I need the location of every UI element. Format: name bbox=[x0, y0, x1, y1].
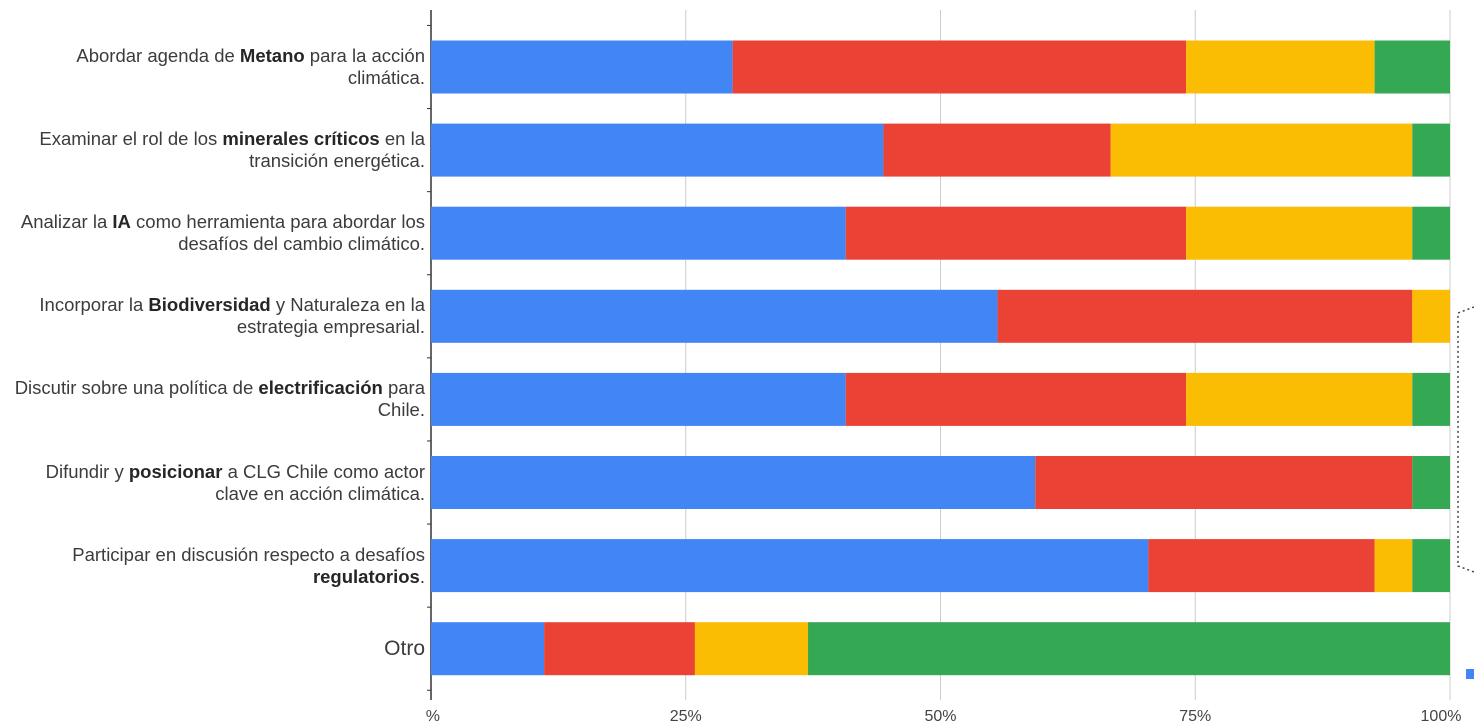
category-label-bold: Biodiversidad bbox=[148, 294, 271, 316]
category-label-7: Otro bbox=[0, 607, 425, 691]
bar-row6-seg1 bbox=[1148, 539, 1375, 593]
x-tick-label-1: 25% bbox=[669, 708, 702, 725]
bar-row1-seg2 bbox=[1110, 123, 1413, 177]
bar-row5-seg1 bbox=[1035, 456, 1413, 509]
bar-row2-seg0 bbox=[431, 206, 846, 260]
category-label-0: Abordar agenda de Metano para la acción … bbox=[0, 25, 425, 109]
category-label-part: Difundir y bbox=[45, 460, 129, 482]
category-label-part: para la acción climática. bbox=[304, 45, 425, 88]
bar-row3-seg2 bbox=[1412, 289, 1450, 343]
bar-row6-seg3 bbox=[1412, 539, 1450, 593]
category-label-bold: Metano bbox=[239, 45, 305, 66]
bar-row6-seg0 bbox=[431, 539, 1149, 593]
x-tick-label-3: 75% bbox=[1179, 708, 1212, 725]
bar-row0-seg3 bbox=[1374, 40, 1450, 94]
bar-row4-seg1 bbox=[845, 372, 1187, 426]
category-label-part: Analizar la bbox=[20, 211, 113, 233]
bar-row7-seg0 bbox=[431, 622, 545, 676]
bar-row5-seg3 bbox=[1412, 456, 1450, 509]
category-label-part: Otro bbox=[384, 636, 425, 660]
x-tick-label-0: % bbox=[426, 708, 440, 725]
category-label-part: Discutir sobre una política de bbox=[14, 377, 259, 399]
category-label-part: Participar en discusión respecto a desaf… bbox=[72, 543, 425, 565]
bar-row4-seg3 bbox=[1412, 372, 1450, 426]
category-label-text: Examinar el rol de los minerales crítico… bbox=[0, 128, 425, 172]
legend-swatch-blue bbox=[1466, 669, 1474, 679]
category-label-bold: IA bbox=[112, 211, 131, 233]
category-label-part: . bbox=[419, 565, 425, 587]
bar-row0-seg1 bbox=[732, 40, 1187, 94]
category-label-5: Difundir y posicionar a CLG Chile como a… bbox=[0, 441, 425, 525]
category-label-part: como herramienta para abordar los desafí… bbox=[130, 211, 425, 255]
bars bbox=[431, 40, 1450, 676]
category-label-text: Discutir sobre una política de electrifi… bbox=[0, 377, 425, 421]
bar-row7-seg2 bbox=[694, 622, 809, 676]
bar-row1-seg3 bbox=[1412, 123, 1450, 177]
category-label-part: Incorporar la bbox=[39, 294, 149, 316]
category-label-6: Participar en discusión respecto a desaf… bbox=[0, 524, 425, 608]
bar-row1-seg0 bbox=[431, 123, 884, 177]
bar-row3-seg0 bbox=[431, 289, 998, 343]
category-label-text: Otro bbox=[384, 636, 425, 660]
grid-lines bbox=[427, 10, 1451, 700]
legend-bracket-path bbox=[1457, 306, 1474, 573]
category-label-part: Examinar el rol de los bbox=[39, 128, 223, 150]
category-label-bold: regulatorios bbox=[312, 565, 420, 587]
category-label-bold: minerales críticos bbox=[222, 128, 380, 150]
x-tick-label-4: 100% bbox=[1420, 708, 1462, 725]
bar-row5-seg0 bbox=[431, 456, 1036, 509]
bar-row2-seg3 bbox=[1412, 206, 1450, 260]
bar-row2-seg2 bbox=[1186, 206, 1413, 260]
bar-row4-seg0 bbox=[431, 372, 846, 426]
legend-bracket bbox=[1457, 306, 1474, 573]
category-label-part: a CLG Chile como actor clave en acción c… bbox=[215, 460, 425, 504]
category-label-text: Participar en discusión respecto a desaf… bbox=[0, 544, 425, 588]
category-label-text: Difundir y posicionar a CLG Chile como a… bbox=[0, 461, 425, 505]
category-label-part: en la transición energética. bbox=[249, 128, 425, 172]
category-label-1: Examinar el rol de los minerales crítico… bbox=[0, 108, 425, 192]
bar-row6-seg2 bbox=[1374, 539, 1413, 593]
category-label-3: Incorporar la Biodiversidad y Naturaleza… bbox=[0, 274, 425, 358]
bar-row1-seg1 bbox=[883, 123, 1111, 177]
bar-row7-seg3 bbox=[808, 622, 1450, 676]
category-label-2: Analizar la IA como herramienta para abo… bbox=[0, 191, 425, 275]
category-label-text: Abordar agenda de Metano para la acción … bbox=[0, 45, 425, 89]
category-label-part: y Naturaleza en la estrategia empresaria… bbox=[236, 294, 425, 338]
category-label-4: Discutir sobre una política de electrifi… bbox=[0, 357, 425, 441]
bar-row0-seg0 bbox=[431, 40, 733, 94]
bar-row0-seg2 bbox=[1186, 40, 1375, 94]
category-label-text: Analizar la IA como herramienta para abo… bbox=[0, 211, 425, 255]
bar-row4-seg2 bbox=[1186, 372, 1413, 426]
x-tick-label-2: 50% bbox=[924, 708, 957, 725]
bar-row3-seg1 bbox=[997, 289, 1413, 343]
bar-row2-seg1 bbox=[845, 206, 1187, 260]
category-label-part: para Chile. bbox=[377, 377, 425, 421]
bar-row7-seg1 bbox=[544, 622, 695, 676]
category-label-bold: electrificación bbox=[258, 377, 383, 399]
category-label-part: Abordar agenda de bbox=[76, 45, 240, 66]
category-label-bold: posicionar bbox=[128, 460, 223, 482]
category-label-text: Incorporar la Biodiversidad y Naturaleza… bbox=[0, 294, 425, 338]
